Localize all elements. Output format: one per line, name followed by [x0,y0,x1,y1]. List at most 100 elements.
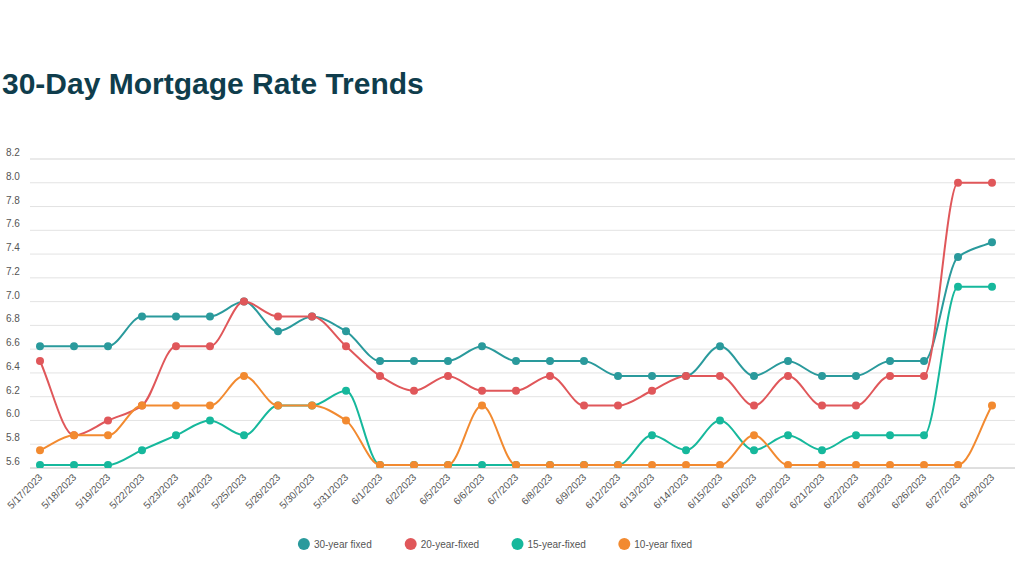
point [580,461,588,468]
x-tick-label: 6/23/2023 [855,471,895,511]
grid-line [30,301,1015,302]
point [172,312,180,320]
x-axis-line [30,468,1015,469]
point [308,402,316,410]
point [444,357,452,365]
grid-line [30,230,1015,231]
x-tick-label: 6/16/2023 [719,471,759,511]
point [716,416,724,424]
point [580,357,588,365]
point [104,416,112,424]
x-tick-label: 6/28/2023 [957,471,997,511]
series-line [40,376,992,465]
point [206,342,214,350]
point [648,372,656,380]
point [920,461,928,468]
point [750,446,758,454]
x-tick-label: 5/17/2023 [5,471,45,511]
point [36,357,44,365]
point [920,431,928,439]
point [70,431,78,439]
x-tick-label: 6/5/2023 [417,471,453,507]
point [512,461,520,468]
grid-line [30,468,1015,469]
point [954,179,962,187]
grid: 5.65.86.06.26.46.66.87.07.27.47.67.88.08… [6,147,1015,468]
x-tick-label: 5/31/2023 [311,471,351,511]
x-tick-label: 6/22/2023 [821,471,861,511]
y-tick-label: 7.4 [6,242,20,253]
legend-swatch [618,538,630,550]
series-group [36,179,996,468]
legend-label: 20-year-fixed [421,539,479,550]
point [750,372,758,380]
x-tick-label: 6/21/2023 [787,471,827,511]
y-tick-label: 6.0 [6,408,20,419]
y-tick-label: 7.6 [6,218,20,229]
point [138,402,146,410]
point [614,372,622,380]
y-tick-label: 5.6 [6,456,20,467]
point [546,372,554,380]
legend-label: 10-year fixed [634,539,692,550]
y-tick-label: 6.8 [6,313,20,324]
point [716,342,724,350]
point [342,327,350,335]
x-tick-label: 6/20/2023 [753,471,793,511]
point [172,342,180,350]
series-line [40,287,992,465]
grid-line [30,206,1015,207]
x-tick-label: 6/8/2023 [519,471,555,507]
point [410,461,418,468]
point [886,431,894,439]
x-tick-label: 6/1/2023 [349,471,385,507]
point [716,461,724,468]
point [852,372,860,380]
x-tick-label: 6/13/2023 [617,471,657,511]
point [648,387,656,395]
grid-line [30,277,1015,278]
point [784,372,792,380]
y-tick-label: 7.8 [6,195,20,206]
point [512,357,520,365]
point [988,179,996,187]
point [852,431,860,439]
point [274,402,282,410]
point [614,461,622,468]
point [240,298,248,306]
point [818,402,826,410]
point [104,431,112,439]
point [376,461,384,468]
point [682,446,690,454]
point [36,461,44,468]
point [614,402,622,410]
point [784,461,792,468]
x-axis: 5/17/20235/18/20235/19/20235/22/20235/23… [5,471,997,511]
point [376,372,384,380]
grid-line [30,159,1015,160]
y-tick-label: 6.4 [6,361,20,372]
point [818,372,826,380]
point [240,372,248,380]
point [478,342,486,350]
point [410,357,418,365]
point [478,387,486,395]
legend-label: 15-year-fixed [528,539,586,550]
point [682,372,690,380]
x-tick-label: 6/12/2023 [583,471,623,511]
point [920,357,928,365]
y-tick-label: 8.2 [6,147,20,158]
point [36,446,44,454]
point [240,431,248,439]
point [206,312,214,320]
x-tick-label: 5/18/2023 [39,471,79,511]
grid-line [30,325,1015,326]
point [308,312,316,320]
point [410,461,418,468]
x-tick-label: 6/2/2023 [383,471,419,507]
y-tick-label: 8.0 [6,171,20,182]
point [70,431,78,439]
point [376,357,384,365]
point [546,357,554,365]
point [886,461,894,468]
